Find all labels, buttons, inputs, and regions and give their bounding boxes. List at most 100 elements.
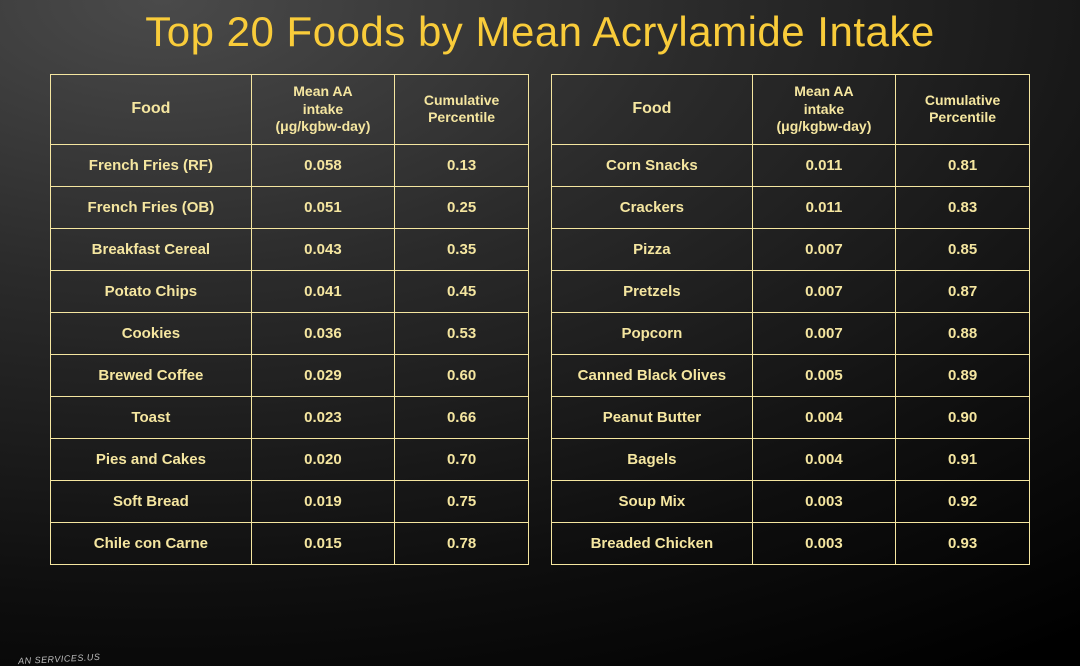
- table-row: Canned Black Olives0.0050.89: [552, 354, 1030, 396]
- cell-cum: 0.45: [395, 270, 529, 312]
- table-row: Breaded Chicken0.0030.93: [552, 522, 1030, 564]
- cell-cum: 0.90: [896, 396, 1030, 438]
- cell-mean: 0.015: [251, 522, 394, 564]
- cell-food: Pretzels: [552, 270, 753, 312]
- cell-food: Toast: [51, 396, 252, 438]
- cell-mean: 0.004: [752, 396, 895, 438]
- cell-cum: 0.92: [896, 480, 1030, 522]
- cell-cum: 0.13: [395, 144, 529, 186]
- cum-l1: Cumulative: [900, 92, 1025, 110]
- cell-mean: 0.041: [251, 270, 394, 312]
- cell-cum: 0.85: [896, 228, 1030, 270]
- cell-food: Soup Mix: [552, 480, 753, 522]
- table-row: Soft Bread0.0190.75: [51, 480, 529, 522]
- cell-food: French Fries (RF): [51, 144, 252, 186]
- mean-l2: intake: [256, 101, 390, 119]
- cell-cum: 0.53: [395, 312, 529, 354]
- cell-cum: 0.70: [395, 438, 529, 480]
- cell-food: Breaded Chicken: [552, 522, 753, 564]
- table-row: Chile con Carne0.0150.78: [51, 522, 529, 564]
- cell-mean: 0.036: [251, 312, 394, 354]
- table-row: Popcorn0.0070.88: [552, 312, 1030, 354]
- mean-unit: (μg/kgbw-day): [757, 118, 891, 136]
- table-row: Peanut Butter0.0040.90: [552, 396, 1030, 438]
- header-row: Food Mean AA intake (μg/kgbw-day) Cumula…: [552, 75, 1030, 145]
- cell-food: Pizza: [552, 228, 753, 270]
- cum-l2: Percentile: [399, 109, 524, 127]
- cell-mean: 0.005: [752, 354, 895, 396]
- cum-l1: Cumulative: [399, 92, 524, 110]
- cell-cum: 0.66: [395, 396, 529, 438]
- table-row: Pies and Cakes0.0200.70: [51, 438, 529, 480]
- table-row: Toast0.0230.66: [51, 396, 529, 438]
- table-right-head: Food Mean AA intake (μg/kgbw-day) Cumula…: [552, 75, 1030, 145]
- cell-cum: 0.25: [395, 186, 529, 228]
- cell-mean: 0.043: [251, 228, 394, 270]
- cell-mean: 0.003: [752, 522, 895, 564]
- cell-food: Soft Bread: [51, 480, 252, 522]
- cell-cum: 0.91: [896, 438, 1030, 480]
- table-row: Potato Chips0.0410.45: [51, 270, 529, 312]
- cell-cum: 0.83: [896, 186, 1030, 228]
- cell-cum: 0.75: [395, 480, 529, 522]
- cell-food: French Fries (OB): [51, 186, 252, 228]
- cell-food: Popcorn: [552, 312, 753, 354]
- mean-l1: Mean AA: [256, 83, 390, 101]
- cell-cum: 0.35: [395, 228, 529, 270]
- col-cum-header: Cumulative Percentile: [896, 75, 1030, 145]
- cell-mean: 0.003: [752, 480, 895, 522]
- cell-food: Breakfast Cereal: [51, 228, 252, 270]
- table-row: French Fries (OB)0.0510.25: [51, 186, 529, 228]
- cell-mean: 0.023: [251, 396, 394, 438]
- table-row: Soup Mix0.0030.92: [552, 480, 1030, 522]
- table-left-head: Food Mean AA intake (μg/kgbw-day) Cumula…: [51, 75, 529, 145]
- cell-cum: 0.93: [896, 522, 1030, 564]
- col-mean-header: Mean AA intake (μg/kgbw-day): [752, 75, 895, 145]
- cell-food: Cookies: [51, 312, 252, 354]
- table-left-body: French Fries (RF)0.0580.13French Fries (…: [51, 144, 529, 564]
- cell-food: Chile con Carne: [51, 522, 252, 564]
- cell-mean: 0.019: [251, 480, 394, 522]
- col-mean-header: Mean AA intake (μg/kgbw-day): [251, 75, 394, 145]
- cell-mean: 0.007: [752, 228, 895, 270]
- header-row: Food Mean AA intake (μg/kgbw-day) Cumula…: [51, 75, 529, 145]
- slide: Top 20 Foods by Mean Acrylamide Intake F…: [0, 0, 1080, 666]
- tables-container: Food Mean AA intake (μg/kgbw-day) Cumula…: [30, 74, 1050, 565]
- table-right: Food Mean AA intake (μg/kgbw-day) Cumula…: [551, 74, 1030, 565]
- cell-cum: 0.88: [896, 312, 1030, 354]
- table-row: Breakfast Cereal0.0430.35: [51, 228, 529, 270]
- cell-food: Peanut Butter: [552, 396, 753, 438]
- table-row: Corn Snacks0.0110.81: [552, 144, 1030, 186]
- cell-mean: 0.029: [251, 354, 394, 396]
- cell-mean: 0.011: [752, 144, 895, 186]
- cell-food: Potato Chips: [51, 270, 252, 312]
- cell-mean: 0.011: [752, 186, 895, 228]
- slide-title: Top 20 Foods by Mean Acrylamide Intake: [30, 8, 1050, 56]
- table-left: Food Mean AA intake (μg/kgbw-day) Cumula…: [50, 74, 529, 565]
- cell-food: Bagels: [552, 438, 753, 480]
- cell-mean: 0.058: [251, 144, 394, 186]
- footer-fragment: AN SERVICES.US: [18, 652, 101, 666]
- cell-mean: 0.007: [752, 312, 895, 354]
- mean-l2: intake: [757, 101, 891, 119]
- cum-l2: Percentile: [900, 109, 1025, 127]
- table-row: Pretzels0.0070.87: [552, 270, 1030, 312]
- table-row: French Fries (RF)0.0580.13: [51, 144, 529, 186]
- table-right-body: Corn Snacks0.0110.81Crackers0.0110.83Piz…: [552, 144, 1030, 564]
- mean-l1: Mean AA: [757, 83, 891, 101]
- table-row: Bagels0.0040.91: [552, 438, 1030, 480]
- table-row: Brewed Coffee0.0290.60: [51, 354, 529, 396]
- table-row: Pizza0.0070.85: [552, 228, 1030, 270]
- cell-cum: 0.87: [896, 270, 1030, 312]
- cell-mean: 0.007: [752, 270, 895, 312]
- col-cum-header: Cumulative Percentile: [395, 75, 529, 145]
- cell-mean: 0.004: [752, 438, 895, 480]
- col-food-header: Food: [51, 75, 252, 145]
- cell-cum: 0.78: [395, 522, 529, 564]
- cell-food: Pies and Cakes: [51, 438, 252, 480]
- cell-food: Canned Black Olives: [552, 354, 753, 396]
- cell-food: Corn Snacks: [552, 144, 753, 186]
- cell-mean: 0.020: [251, 438, 394, 480]
- table-row: Crackers0.0110.83: [552, 186, 1030, 228]
- col-food-header: Food: [552, 75, 753, 145]
